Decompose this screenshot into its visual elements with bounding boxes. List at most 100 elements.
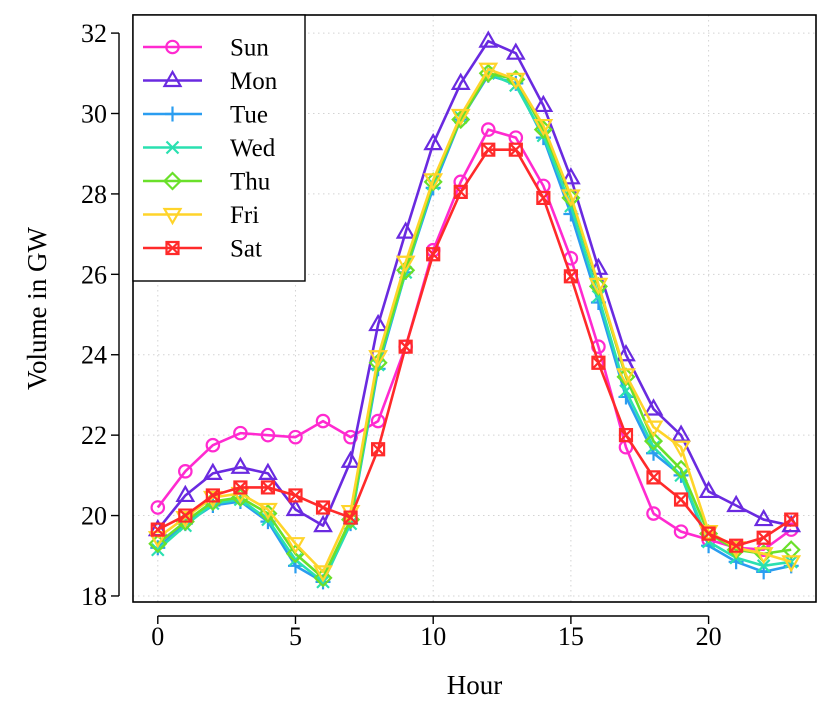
mon-point <box>313 514 333 533</box>
sun-point <box>370 413 386 429</box>
fri-point <box>560 189 581 207</box>
legend-label-thu: Thu <box>230 169 271 196</box>
fri-point <box>313 565 333 583</box>
mon-point <box>285 498 306 517</box>
sat-point <box>701 526 716 541</box>
sat-point <box>288 488 303 503</box>
fri-point <box>450 108 471 127</box>
axes: 0 5 10 15 20 18 20 22 24 26 28 30 32 <box>81 19 722 651</box>
fri-point <box>643 420 664 438</box>
fri-point <box>533 118 554 137</box>
sat-point <box>371 442 386 457</box>
sat-point <box>784 512 799 527</box>
sun-point <box>178 464 193 479</box>
y-tick-label: 20 <box>81 502 107 531</box>
fri-point <box>588 277 609 296</box>
fri-point <box>616 368 636 386</box>
mon-point <box>698 480 719 499</box>
y-tick-label: 30 <box>81 100 107 129</box>
mon-point <box>368 313 389 332</box>
sun-point <box>233 425 248 441</box>
mon-point <box>505 42 526 60</box>
legend-item-sat: Sat <box>143 236 262 263</box>
mon-point <box>726 494 747 513</box>
sun-point <box>480 122 496 137</box>
legend-marker-thu <box>162 171 183 191</box>
legend-label-mon: Mon <box>230 68 278 95</box>
legend-label-sat: Sat <box>230 236 262 263</box>
y-tick-label: 24 <box>81 341 107 370</box>
legend-item-tue: Tue <box>143 102 268 129</box>
mon-point <box>258 462 278 480</box>
legend-item-fri: Fri <box>143 202 259 229</box>
fri-point <box>698 525 719 543</box>
mon-point <box>560 167 581 185</box>
legend-label-sun: Sun <box>230 35 269 62</box>
mon-point <box>753 508 774 527</box>
sun-point <box>315 413 331 429</box>
mon-point <box>478 30 499 48</box>
mon-point <box>395 221 416 239</box>
sat-point <box>536 190 551 206</box>
mon-point <box>175 484 196 503</box>
mon-point <box>340 450 361 468</box>
sun-line <box>156 128 792 552</box>
sun-point <box>205 437 221 453</box>
sat-point <box>178 508 193 523</box>
y-axis-title: Volume in GW <box>22 226 52 390</box>
plot-frame <box>132 14 817 603</box>
x-tick-label: 20 <box>696 622 722 651</box>
thu-point <box>285 544 306 564</box>
series-layer <box>147 30 802 590</box>
fri-point <box>478 62 499 80</box>
grid-lines <box>133 15 816 602</box>
sat-point <box>673 492 689 507</box>
fri-point <box>753 547 774 565</box>
legend-marker-mon <box>162 69 183 88</box>
legend-label-fri: Fri <box>230 202 259 229</box>
sat-point <box>453 184 468 200</box>
fri-point <box>147 531 168 549</box>
sat-point <box>618 428 634 443</box>
sat-point <box>315 500 331 515</box>
legend-marker-wed <box>165 140 180 155</box>
legend-label-wed: Wed <box>230 135 276 162</box>
fri-point <box>423 173 444 191</box>
thu-point <box>396 260 416 280</box>
sun-point <box>150 500 166 515</box>
legend: Sun Mon Tue Wed Thu Fri Sat <box>132 14 306 282</box>
legend-item-thu: Thu <box>143 169 271 196</box>
sat-point <box>729 538 744 553</box>
wed-point <box>756 559 771 573</box>
series-mon <box>147 30 802 537</box>
mon-point <box>533 94 554 113</box>
sat-point <box>591 355 606 370</box>
legend-item-sun: Sun <box>143 35 269 62</box>
mon-point <box>230 456 251 474</box>
legend-marker-sat <box>165 240 180 256</box>
legend-marker-tue <box>165 106 180 122</box>
mon-point <box>616 344 636 362</box>
sat-point <box>563 269 578 284</box>
sat-point <box>150 522 165 537</box>
legend-label-tue: Tue <box>230 102 268 129</box>
sun-point <box>673 524 689 539</box>
wed-point <box>151 542 165 557</box>
sat-point <box>343 510 358 525</box>
y-tick-label: 22 <box>81 421 107 450</box>
thu-point <box>643 431 664 451</box>
mon-point <box>588 257 609 275</box>
sat-point <box>508 142 523 157</box>
x-tick-label: 10 <box>420 622 446 651</box>
sun-point <box>260 427 276 443</box>
legend-box <box>132 14 306 282</box>
sun-point <box>288 429 303 445</box>
wed-point <box>784 555 798 569</box>
x-tick-label: 15 <box>558 622 584 651</box>
y-tick-label: 28 <box>81 180 107 209</box>
fri-point <box>258 502 278 521</box>
fri-line <box>157 67 792 574</box>
y-tick-label: 26 <box>81 260 107 289</box>
legend-marker-fri <box>162 207 183 226</box>
